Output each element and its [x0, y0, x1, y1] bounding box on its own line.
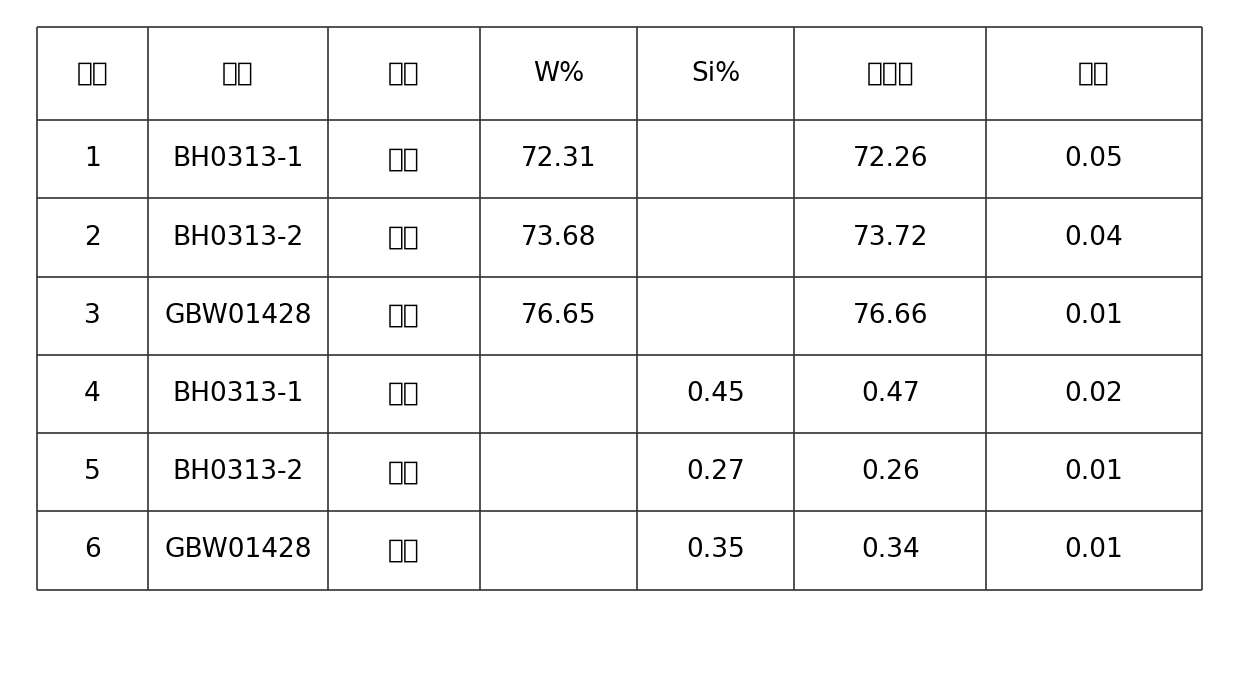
Text: 1: 1 — [84, 147, 100, 173]
Text: 錨铁: 錨铁 — [388, 224, 420, 250]
Text: 錨铁: 錨铁 — [388, 459, 420, 485]
Text: BH0313-1: BH0313-1 — [172, 381, 304, 407]
Text: 0.01: 0.01 — [1064, 303, 1124, 329]
Text: 标准值: 标准值 — [866, 61, 914, 87]
Text: 0.01: 0.01 — [1064, 537, 1124, 563]
Text: 錨铁: 錨铁 — [388, 303, 420, 329]
Text: 0.27: 0.27 — [686, 459, 745, 485]
Text: 4: 4 — [84, 381, 100, 407]
Text: 0.01: 0.01 — [1064, 459, 1124, 485]
Text: 0.26: 0.26 — [861, 459, 919, 485]
Text: BH0313-2: BH0313-2 — [172, 224, 304, 250]
Text: 差值: 差值 — [1078, 61, 1110, 87]
Text: 名称: 名称 — [388, 61, 420, 87]
Text: 76.65: 76.65 — [520, 303, 596, 329]
Text: 錨铁: 錨铁 — [388, 537, 420, 563]
Text: 72.31: 72.31 — [520, 147, 596, 173]
Text: GBW01428: GBW01428 — [165, 537, 312, 563]
Text: BH0313-1: BH0313-1 — [172, 147, 304, 173]
Text: BH0313-2: BH0313-2 — [172, 459, 304, 485]
Text: GBW01428: GBW01428 — [165, 303, 312, 329]
Text: 3: 3 — [84, 303, 100, 329]
Text: 2: 2 — [84, 224, 100, 250]
Text: 73.68: 73.68 — [520, 224, 596, 250]
Text: 73.72: 73.72 — [852, 224, 928, 250]
Text: Si%: Si% — [691, 61, 740, 87]
Text: 5: 5 — [84, 459, 100, 485]
Text: 0.35: 0.35 — [686, 537, 745, 563]
Text: 錨铁: 錨铁 — [388, 147, 420, 173]
Text: 0.05: 0.05 — [1064, 147, 1124, 173]
Text: 0.04: 0.04 — [1064, 224, 1124, 250]
Text: 0.02: 0.02 — [1064, 381, 1124, 407]
Text: 0.45: 0.45 — [686, 381, 745, 407]
Text: 0.34: 0.34 — [861, 537, 919, 563]
Text: 錨铁: 錨铁 — [388, 381, 420, 407]
Text: 6: 6 — [84, 537, 100, 563]
Text: 0.47: 0.47 — [861, 381, 919, 407]
Text: 76.66: 76.66 — [852, 303, 928, 329]
Text: 编号: 编号 — [222, 61, 254, 87]
Text: W%: W% — [533, 61, 584, 87]
Text: 72.26: 72.26 — [852, 147, 928, 173]
Text: 序号: 序号 — [77, 61, 108, 87]
